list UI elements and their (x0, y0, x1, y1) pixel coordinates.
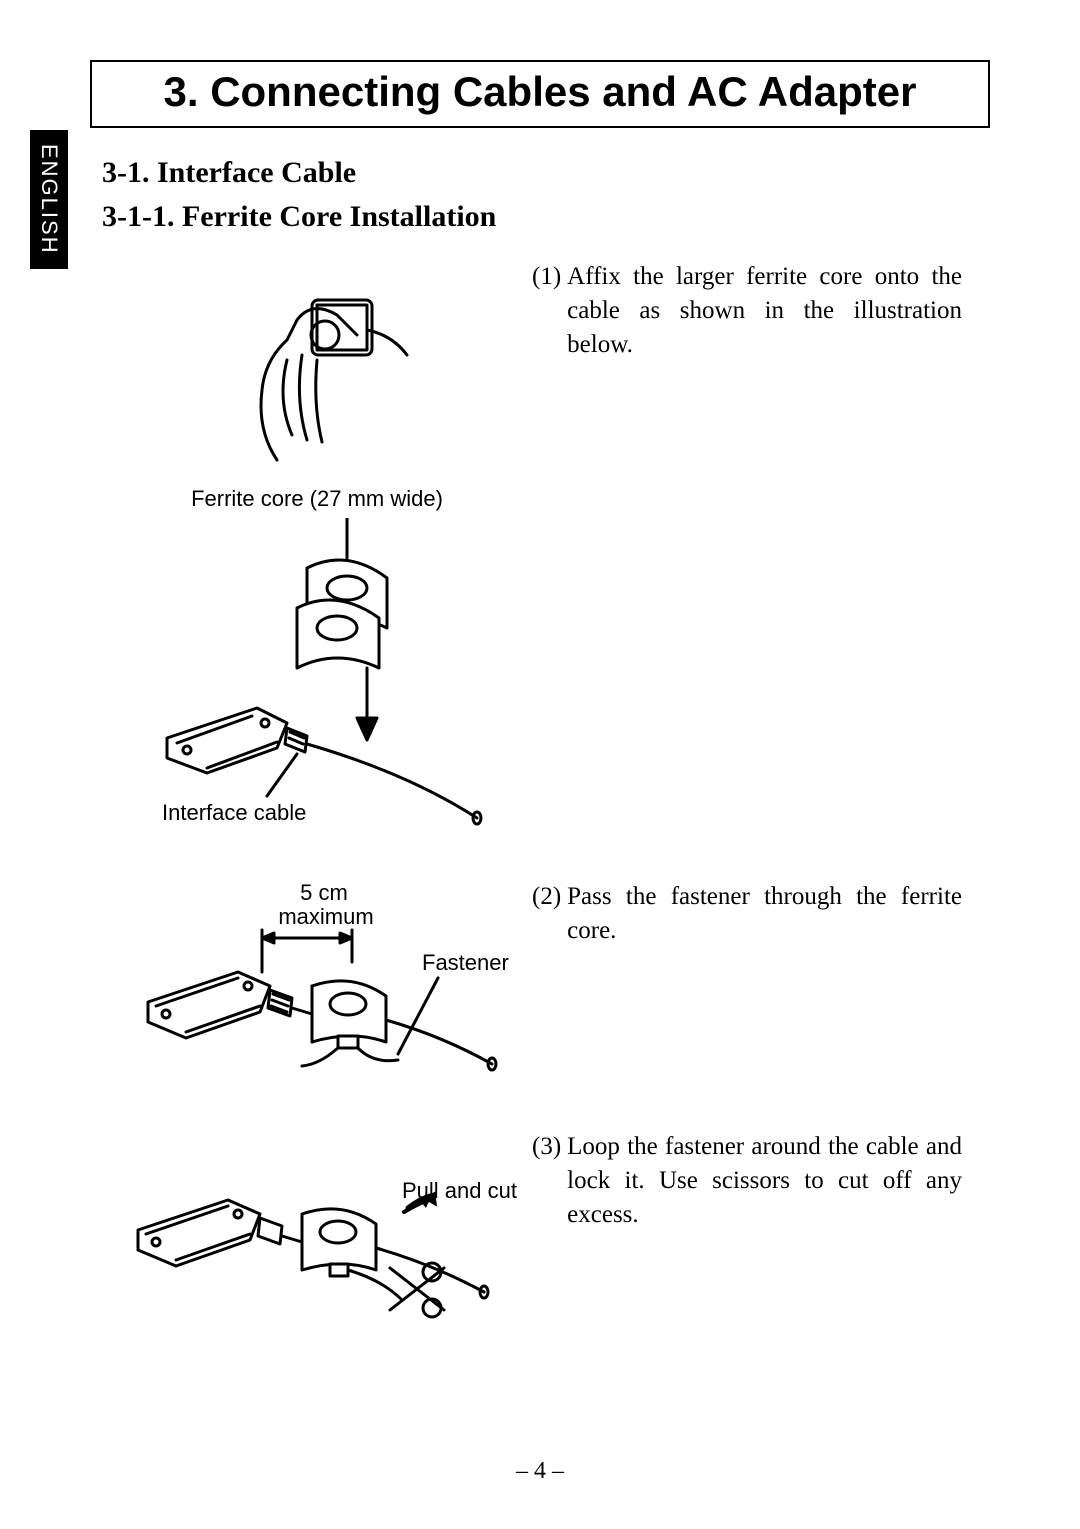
step-2-body: Pass the fastener through the ferrite co… (567, 880, 962, 948)
step-2-num: (2) (532, 880, 567, 948)
step-1-num: (1) (532, 260, 567, 361)
callout-5cm: 5 cm (284, 880, 364, 906)
step-1-body: Affix the larger ferrite core onto the c… (567, 260, 962, 361)
heading-3-1-1: 3-1-1. Ferrite Core Installation (102, 200, 990, 234)
content-area: Ferrite core (27 mm wide) (102, 260, 990, 1330)
manual-page: ENGLISH 3. Connecting Cables and AC Adap… (0, 0, 1080, 1529)
step-2-text-col: (2) Pass the fastener through the ferrit… (532, 880, 962, 948)
step-3-text-col: (3) Loop the fastener around the cable a… (532, 1130, 962, 1231)
step-1-text: (1) Affix the larger ferrite core onto t… (532, 260, 962, 361)
step-3-figure: Pull and cut (102, 1130, 532, 1330)
step-2-row: 5 cm maximum Fastener (102, 880, 990, 1110)
page-number: – 4 – (0, 1458, 1080, 1485)
step-2-figure: 5 cm maximum Fastener (102, 880, 532, 1110)
step-1-row: Ferrite core (27 mm wide) (102, 260, 990, 860)
section-title: 3. Connecting Cables and AC Adapter (92, 68, 988, 116)
figure-hand-ferrite (217, 260, 417, 470)
language-tab: ENGLISH (30, 130, 68, 269)
step-2-text: (2) Pass the fastener through the ferrit… (532, 880, 962, 948)
section-title-box: 3. Connecting Cables and AC Adapter (90, 60, 990, 128)
caption-ferrite-width: Ferrite core (27 mm wide) (102, 486, 532, 512)
figure-ferrite-over-cable (147, 518, 487, 838)
step-1-figures: Ferrite core (27 mm wide) (102, 260, 532, 860)
callout-interface-cable: Interface cable (162, 800, 306, 826)
step-3-num: (3) (532, 1130, 567, 1231)
heading-3-1: 3-1. Interface Cable (102, 156, 990, 190)
step-3-row: Pull and cut (102, 1130, 990, 1330)
figure-fastener-5cm (142, 924, 502, 1114)
step-3-text: (3) Loop the fastener around the cable a… (532, 1130, 962, 1231)
step-3-body: Loop the fastener around the cable and l… (567, 1130, 962, 1231)
step-1-text-col: (1) Affix the larger ferrite core onto t… (532, 260, 962, 361)
figure-pull-and-cut (132, 1150, 502, 1330)
